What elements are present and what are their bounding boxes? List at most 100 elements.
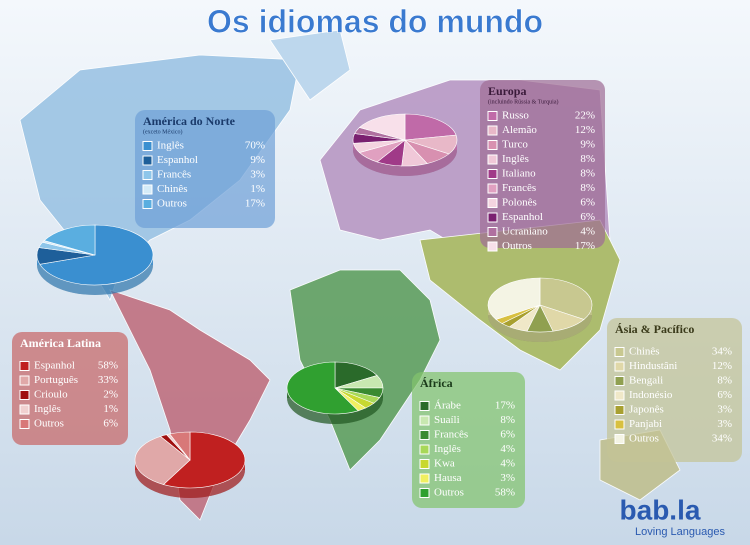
legend-label: Japonês [629, 404, 664, 416]
legend-swatch [419, 401, 430, 411]
legend-label: Inglês [34, 403, 61, 415]
legend-label: Inglês [434, 443, 461, 455]
value-label: 12% [712, 360, 732, 372]
value-label: 3% [500, 472, 515, 484]
value-label: 4% [500, 443, 515, 455]
legend-label: Alemão [502, 124, 537, 136]
legend-swatch [614, 361, 625, 372]
legend-swatch [614, 434, 625, 444]
legend-swatch [142, 199, 153, 209]
value-label: 3% [717, 418, 732, 430]
legend-label: Espanhol [34, 360, 75, 372]
value-label: 4% [580, 226, 595, 238]
legend-swatch [419, 415, 430, 426]
panel-title: África [420, 376, 453, 390]
value-label: 58% [495, 487, 515, 499]
legend-swatch [142, 141, 153, 151]
pie-slice [404, 113, 457, 141]
value-label: 6% [580, 197, 595, 209]
legend-panel [135, 110, 275, 228]
pie-slice [169, 431, 191, 461]
pie-slice [286, 361, 359, 415]
legend-swatch [19, 361, 30, 371]
legend-label: Italiano [502, 168, 536, 180]
legend-swatch [614, 376, 625, 386]
legend-swatch [419, 430, 430, 440]
pie-slice [162, 431, 246, 489]
legend-label: Português [34, 374, 78, 386]
legend-swatch [19, 404, 30, 415]
pie-slice [358, 113, 406, 141]
value-label: 9% [250, 154, 265, 166]
value-label: 1% [103, 403, 118, 415]
value-label: 70% [245, 140, 265, 152]
legend-label: Espanhol [502, 211, 543, 223]
legend-panel [607, 318, 742, 462]
legend-swatch [19, 419, 30, 429]
legend-swatch [487, 125, 498, 136]
legend-swatch [19, 375, 30, 386]
value-label: 3% [717, 404, 732, 416]
legend-label: Suaíli [434, 414, 460, 426]
legend-swatch [419, 444, 430, 455]
legend-swatch [487, 140, 498, 150]
panel-title: América Latina [20, 336, 101, 350]
value-label: 1% [250, 183, 265, 195]
value-label: 17% [495, 400, 515, 412]
legend-label: Inglês [502, 153, 529, 165]
legend-label: Árabe [434, 400, 461, 412]
legend-swatch [487, 154, 498, 165]
value-label: 6% [717, 389, 732, 401]
legend-swatch [487, 183, 498, 194]
legend-label: Espanhol [157, 154, 198, 166]
pie-slice [43, 224, 96, 256]
legend-panel [12, 332, 128, 445]
value-label: 12% [575, 124, 595, 136]
value-label: 34% [712, 433, 732, 445]
legend-swatch [142, 184, 153, 195]
legend-swatch [487, 198, 498, 208]
logo-name[interactable]: bab.la [620, 494, 701, 525]
legend-label: Outros [502, 240, 532, 252]
value-label: 8% [580, 168, 595, 180]
legend-label: Hausa [434, 472, 462, 484]
value-label: 34% [712, 346, 732, 358]
legend-label: Indonésio [629, 389, 673, 401]
panel-subtitle: (exceto México) [143, 128, 182, 135]
legend-swatch [19, 390, 30, 400]
logo-tagline: Loving Languages [635, 526, 725, 538]
legend-label: Outros [34, 418, 64, 430]
panel-subtitle: (incluindo Rússia & Turquia) [488, 98, 559, 105]
pie-slice [334, 361, 378, 389]
value-label: 6% [580, 211, 595, 223]
legend-label: Russo [502, 110, 529, 122]
legend-swatch [487, 212, 498, 223]
pie-slice [134, 436, 191, 485]
legend-label: Francês [434, 429, 468, 441]
value-label: 17% [575, 240, 595, 252]
value-label: 58% [98, 360, 118, 372]
legend-label: Crioulo [34, 389, 68, 401]
legend-swatch [614, 419, 625, 430]
legend-panel [412, 372, 525, 508]
value-label: 8% [580, 182, 595, 194]
value-label: 8% [580, 153, 595, 165]
legend-swatch [487, 111, 498, 121]
legend-panel [480, 80, 605, 248]
panel-title: Europa [488, 84, 526, 98]
value-label: 17% [245, 198, 265, 210]
legend-swatch [142, 170, 153, 180]
pie-slice [487, 277, 541, 320]
legend-swatch [487, 241, 498, 252]
legend-label: Turco [502, 139, 528, 151]
legend-swatch [614, 347, 625, 357]
legend-swatch [487, 227, 498, 237]
legend-label: Bengali [629, 375, 663, 387]
legend-swatch [487, 169, 498, 179]
legend-label: Francês [502, 182, 536, 194]
value-label: 9% [580, 139, 595, 151]
value-label: 6% [500, 429, 515, 441]
panel-title: Ásia & Pacífico [615, 322, 694, 336]
value-label: 4% [500, 458, 515, 470]
